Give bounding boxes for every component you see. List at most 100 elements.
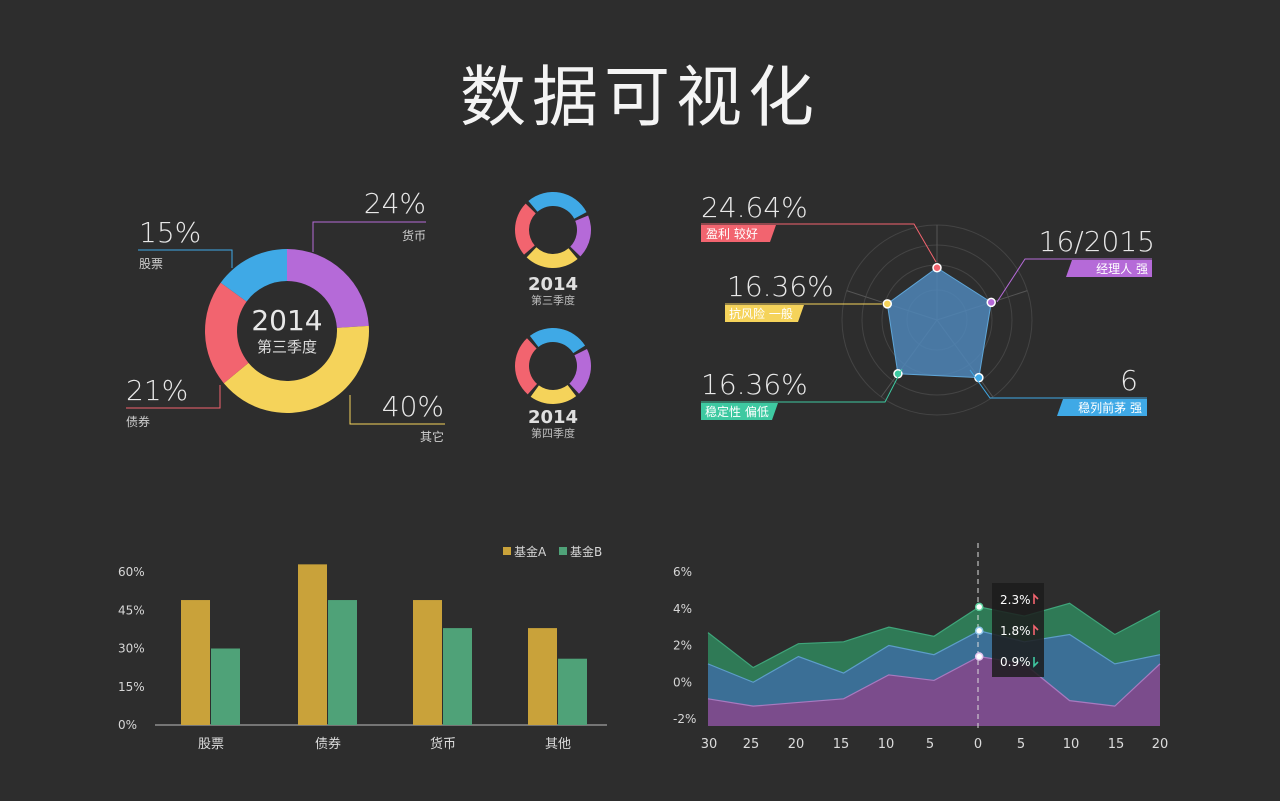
donut-segment-4 — [205, 282, 249, 384]
leader-line-other — [349, 395, 445, 425]
tooltip-value-1: 2.3% — [1000, 593, 1031, 607]
radar-leader-manager — [996, 258, 1152, 303]
small-donut-2-period: 第四季度 — [531, 426, 575, 440]
leader-line-money — [312, 221, 426, 252]
donut-segment-1 — [220, 249, 287, 302]
radar-tag-bg-risk — [725, 305, 804, 322]
bar-category-label: 债券 — [315, 736, 341, 752]
radar-tag-bg-profit — [701, 225, 776, 242]
legend-swatch-fund-a — [503, 547, 511, 555]
page-title: 数据可视化 — [460, 59, 820, 136]
tooltip-value-2: 1.8% — [1000, 624, 1031, 638]
bar-fund-b — [328, 600, 357, 725]
bar-ytick: 60% — [118, 565, 145, 579]
bar-fund-b — [211, 648, 240, 725]
trend-up-icon — [1033, 624, 1039, 635]
area-ytick: 0% — [673, 675, 692, 689]
area-xtick: 5 — [926, 737, 934, 752]
area-line-2 — [707, 630, 1161, 683]
bar-ytick: 45% — [118, 603, 145, 617]
radar-tag-bg-stability — [701, 403, 778, 420]
radar-tag-risk: 抗风险 一般 — [729, 306, 793, 321]
bar-fund-b — [443, 628, 472, 725]
bar-fund-b — [558, 658, 587, 725]
bar-ytick: 0% — [118, 718, 137, 732]
hover-point-1 — [974, 602, 984, 612]
label-money: 货币 — [402, 228, 426, 243]
small-donut-2-segment-3 — [530, 385, 577, 404]
label-other: 其它 — [420, 429, 444, 444]
radar-tag-rank: 稳列前茅 强 — [1078, 400, 1142, 415]
bar-category-label: 货币 — [430, 736, 456, 752]
hover-point-3 — [974, 652, 984, 661]
small-donut-2-year: 2014 — [528, 407, 578, 428]
radar-value-stability: 16.36% — [701, 368, 808, 401]
area-line-1 — [707, 602, 1161, 669]
area-xtick: 30 — [701, 737, 718, 752]
label-stocks: 股票 — [139, 257, 163, 271]
radar-point-5 — [882, 299, 893, 309]
tooltip-box — [992, 583, 1044, 677]
small-donut-2-segment-1 — [529, 328, 586, 354]
area-xtick: 20 — [788, 737, 805, 752]
label-bonds: 债券 — [126, 414, 150, 429]
donut-center-year: 2014 — [251, 304, 322, 337]
bar-fund-a — [181, 600, 210, 725]
area-xtick: 10 — [1063, 737, 1080, 752]
small-donut-1-segment-3 — [526, 247, 578, 268]
small-donut-1-segment-1 — [528, 192, 587, 219]
area-xtick: 25 — [743, 737, 760, 752]
small-donut-2-segment-2 — [569, 348, 591, 394]
pct-other: 40% — [382, 390, 444, 423]
radar-tag-bg-manager — [1066, 260, 1152, 277]
small-donut-2-segment-4 — [515, 338, 538, 395]
area-series-3 — [708, 656, 1160, 726]
bar-fund-a — [413, 600, 442, 725]
area-ytick: 2% — [673, 639, 692, 653]
bar-category-label: 其他 — [545, 737, 571, 752]
area-xtick: 15 — [833, 737, 850, 752]
pct-bonds: 21% — [126, 374, 188, 407]
legend-label-fund-b: 基金B — [570, 544, 602, 559]
area-ytick: 6% — [673, 565, 692, 579]
area-xtick: 15 — [1108, 737, 1125, 752]
trend-up-icon — [1033, 593, 1039, 604]
bar-fund-a — [298, 564, 327, 725]
bar-ytick: 15% — [118, 680, 145, 694]
area-xtick: 10 — [878, 737, 895, 752]
area-xtick: 20 — [1152, 737, 1169, 752]
tooltip-value-3: 0.9% — [1000, 655, 1031, 669]
radar-point-2 — [986, 297, 996, 308]
small-donut-1-segment-4 — [515, 203, 536, 255]
radar-leader-profit — [701, 223, 937, 263]
small-donut-1-period: 第三季度 — [531, 293, 575, 307]
radar-value-manager: 16/2015 — [1039, 225, 1155, 258]
radar-value-profit: 24.64% — [701, 191, 808, 224]
area-line-3 — [707, 655, 1161, 707]
radar-area — [886, 267, 992, 379]
radar-tag-bg-rank — [1057, 399, 1147, 416]
radar-point-1 — [932, 263, 942, 273]
small-donut-1-year: 2014 — [528, 274, 578, 295]
bar-category-label: 股票 — [198, 737, 224, 752]
hover-point-2 — [974, 626, 984, 636]
donut-segment-2 — [287, 249, 369, 328]
donut-segment-3 — [223, 325, 369, 414]
radar-leader-rank — [969, 369, 1147, 399]
area-ytick: -2% — [673, 712, 696, 726]
radar-value-rank: 6 — [1120, 364, 1138, 397]
radar-tag-manager: 经理人 强 — [1096, 262, 1148, 276]
radar-value-risk: 16.36% — [727, 270, 834, 303]
legend-label-fund-a: 基金A — [514, 544, 547, 559]
radar-tag-stability: 稳定性 偏低 — [705, 404, 769, 419]
small-donut-1-segment-2 — [570, 215, 591, 257]
bar-ytick: 30% — [118, 642, 145, 656]
radar-leader-stability — [701, 368, 903, 403]
legend-swatch-fund-b — [559, 547, 567, 555]
pct-money: 24% — [364, 187, 426, 220]
